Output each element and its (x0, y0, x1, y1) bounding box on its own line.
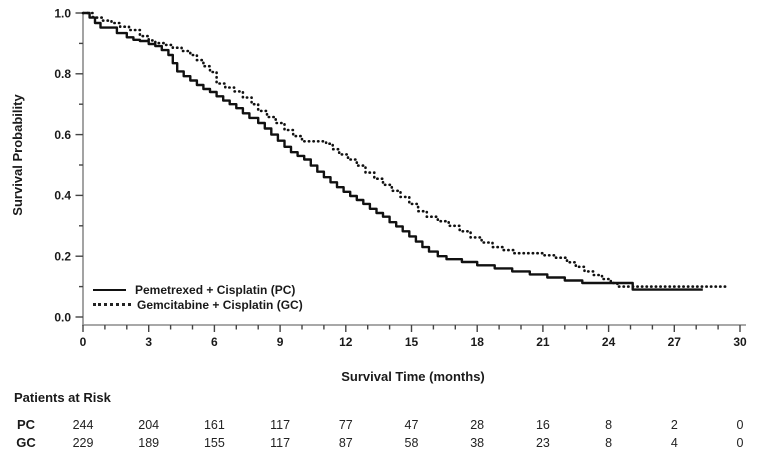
risk-table-header: Patients at Risk (14, 390, 111, 405)
svg-text:2: 2 (671, 418, 678, 432)
svg-text:8: 8 (605, 436, 612, 450)
svg-text:0.8: 0.8 (54, 67, 71, 81)
svg-text:189: 189 (138, 436, 159, 450)
svg-text:8: 8 (605, 418, 612, 432)
svg-text:155: 155 (204, 436, 225, 450)
legend-label-pc: Pemetrexed + Cisplatin (PC) (135, 282, 296, 297)
y-axis-title: Survival Probability (10, 94, 25, 216)
svg-text:3: 3 (145, 335, 152, 349)
svg-text:0: 0 (80, 335, 87, 349)
svg-text:9: 9 (277, 335, 284, 349)
svg-text:0: 0 (737, 436, 744, 450)
svg-text:77: 77 (339, 418, 353, 432)
svg-text:27: 27 (668, 335, 682, 349)
svg-text:6: 6 (211, 335, 218, 349)
legend-entry-pc: Pemetrexed + Cisplatin (PC) (93, 282, 303, 297)
risk-row-gc-values: 229 189 155 117 87 58 38 23 8 4 0 (73, 436, 744, 450)
svg-text:0.4: 0.4 (54, 189, 71, 203)
svg-text:161: 161 (204, 418, 225, 432)
svg-text:117: 117 (270, 436, 290, 450)
axis-lines (82, 13, 746, 326)
svg-text:21: 21 (536, 335, 550, 349)
svg-text:244: 244 (73, 418, 94, 432)
svg-text:30: 30 (733, 335, 747, 349)
svg-text:229: 229 (73, 436, 94, 450)
legend-entry-gc: Gemcitabine + Cisplatin (GC) (93, 297, 303, 312)
svg-text:0.6: 0.6 (54, 128, 71, 142)
svg-text:87: 87 (339, 436, 353, 450)
tick-labels: 0.0 0.2 0.4 0.6 0.8 1.0 0 3 6 9 12 15 18 21 24 27 30 (54, 6, 747, 349)
svg-text:16: 16 (536, 418, 550, 432)
svg-text:1.0: 1.0 (54, 6, 71, 20)
svg-text:204: 204 (138, 418, 159, 432)
legend-label-gc: Gemcitabine + Cisplatin (GC) (137, 297, 303, 312)
svg-text:15: 15 (405, 335, 419, 349)
risk-row-pc-values: 244 204 161 117 77 47 28 16 8 2 0 (73, 418, 744, 432)
svg-text:28: 28 (470, 418, 484, 432)
x-axis-title: Survival Time (months) (341, 369, 485, 384)
risk-row-label-gc: GC (16, 435, 36, 450)
svg-text:47: 47 (405, 418, 419, 432)
risk-row-label-pc: PC (16, 417, 36, 432)
svg-text:58: 58 (405, 436, 419, 450)
svg-text:18: 18 (471, 335, 485, 349)
svg-text:0.0: 0.0 (54, 310, 71, 324)
axis-ticks (75, 12, 741, 332)
svg-text:4: 4 (671, 436, 678, 450)
svg-text:117: 117 (270, 418, 290, 432)
pc-survival-curve (83, 11, 703, 291)
solid-line-swatch (93, 288, 126, 291)
dotted-line-swatch (93, 303, 131, 306)
svg-text:12: 12 (339, 335, 353, 349)
svg-text:38: 38 (470, 436, 484, 450)
svg-text:24: 24 (602, 335, 616, 349)
plot-legend: Pemetrexed + Cisplatin (PC) Gemcitabine … (93, 282, 303, 312)
svg-text:0: 0 (737, 418, 744, 432)
svg-text:0.2: 0.2 (54, 250, 71, 264)
gc-survival-curve (81, 11, 729, 288)
svg-text:23: 23 (536, 436, 550, 450)
